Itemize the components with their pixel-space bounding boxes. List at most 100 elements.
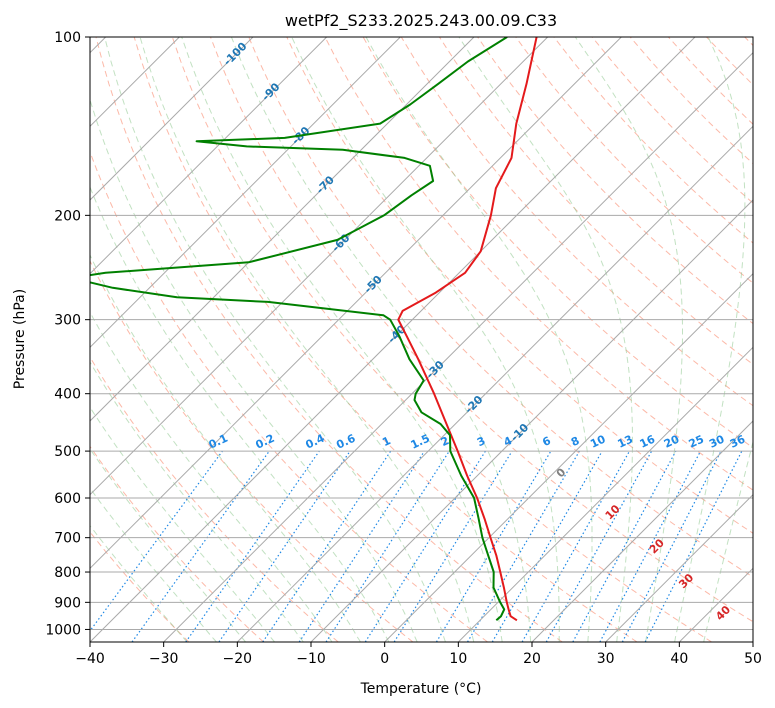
dry-adiabat <box>210 37 753 623</box>
mixing-ratio-label: 16 <box>638 432 658 450</box>
dewpoint-profile-line <box>90 37 508 622</box>
x-tick-label: −30 <box>149 651 179 667</box>
x-axis: −40 −30 −20 −10 0 10 20 30 40 50 <box>75 642 762 667</box>
dry-adiabat <box>90 356 339 642</box>
skewed-isotherm <box>384 272 753 642</box>
x-tick-label: −20 <box>223 651 253 667</box>
x-tick-label: −40 <box>75 651 105 667</box>
mixing-ratio-label: 10 <box>588 432 608 450</box>
dry-adiabat <box>90 445 264 642</box>
skewed-isotherm <box>457 346 753 642</box>
dry-adiabat <box>171 37 712 642</box>
skewed-isotherm <box>90 37 696 642</box>
dry-adiabat <box>553 37 753 244</box>
mixing-ratio-line <box>325 450 450 642</box>
skewed-isotherm <box>752 641 753 642</box>
moist-adiabat <box>574 37 683 642</box>
skewed-isotherm <box>90 37 254 201</box>
x-tick-label: 40 <box>670 651 688 667</box>
y-tick-label: 300 <box>54 313 81 329</box>
profile-lines <box>90 37 538 622</box>
mixing-ratio-line <box>466 450 580 642</box>
moist-adiabat <box>90 361 304 642</box>
y-tick-label: 400 <box>54 387 81 403</box>
mixing-ratio-label: 6 <box>540 434 553 449</box>
moist-adiabat <box>703 440 753 642</box>
dry-adiabat <box>324 37 753 491</box>
mixing-ratio-line <box>185 450 320 642</box>
x-tick-label: 30 <box>597 651 615 667</box>
dry-adiabat <box>706 37 753 86</box>
mixing-ratio-label: 13 <box>616 433 635 451</box>
mixing-ratio-label: 36 <box>728 432 748 450</box>
y-tick-label: 600 <box>54 491 81 507</box>
mixing-ratio-label: 30 <box>707 432 727 450</box>
y-tick-label: 900 <box>54 595 81 611</box>
moist-adiabat <box>230 37 532 642</box>
mixing-ratio-line <box>364 450 486 642</box>
skewed-isotherm <box>605 493 753 642</box>
mixing-ratio-line <box>491 450 603 642</box>
chart-title: wetPf2_S233.2025.243.00.09.C33 <box>285 11 557 31</box>
y-tick-label: 800 <box>54 565 81 581</box>
moist-adiabat <box>674 37 746 642</box>
mixing-ratio-label: 25 <box>687 433 706 451</box>
moist-adiabat-label: 40 <box>713 603 733 623</box>
moist-adiabat <box>291 37 560 642</box>
dry-adiabat <box>90 531 190 642</box>
dry-adiabat <box>438 37 753 366</box>
skewed-isotherm <box>236 125 753 642</box>
moist-adiabat <box>90 448 246 642</box>
skewed-isotherm <box>90 37 622 570</box>
x-axis-title: Temperature (°C) <box>360 681 482 697</box>
moist-adiabat-label: 10 <box>603 502 623 522</box>
y-tick-label: 100 <box>54 30 81 46</box>
moist-adiabat <box>90 487 217 642</box>
dry-adiabat <box>515 37 753 284</box>
skewed-isotherm <box>90 37 328 275</box>
moist-adiabat <box>139 37 475 642</box>
mixing-ratio-line <box>521 450 631 642</box>
dry-adiabat <box>668 37 753 125</box>
dry-adiabat <box>591 37 753 204</box>
moist-adiabat <box>458 37 633 642</box>
skewed-isotherm <box>310 199 753 642</box>
moist-adiabat <box>90 524 188 642</box>
y-tick-label: 1000 <box>45 622 81 638</box>
dry-adiabat <box>286 37 753 534</box>
dry-adiabat <box>133 37 638 642</box>
mixing-ratio-line <box>298 450 425 642</box>
y-axis-title: Pressure (hPa) <box>12 289 28 389</box>
moist-adiabat <box>181 37 503 642</box>
x-tick-label: −10 <box>296 651 326 667</box>
plot-frame <box>89 36 754 643</box>
moist-adiabat <box>90 98 418 642</box>
skewed-isotherm <box>90 37 549 496</box>
moist-adiabat <box>365 37 593 642</box>
mixing-ratio-label: 1.5 <box>409 432 432 452</box>
skewed-isotherm <box>90 37 475 422</box>
moist-adiabat <box>104 37 446 642</box>
mixing-ratio-label: 0.1 <box>207 432 230 452</box>
mixing-ratio-line <box>435 450 552 642</box>
skewed-isotherm <box>163 51 753 642</box>
y-tick-label: 700 <box>54 531 81 547</box>
skewed-isotherm <box>531 420 753 642</box>
moist-adiabat-label: 20 <box>647 536 667 556</box>
y-tick-label: 500 <box>54 444 81 460</box>
dry-adiabat <box>95 37 563 642</box>
mixing-ratio-label: 0.6 <box>334 431 357 451</box>
temperature-profile-line <box>397 37 538 622</box>
mixing-ratio-line <box>393 450 513 642</box>
dry-adiabat <box>744 37 753 47</box>
moist-adiabat <box>90 185 390 642</box>
x-tick-label: 20 <box>523 651 541 667</box>
x-tick-label: 10 <box>449 651 467 667</box>
moist-adiabat-label: 0 <box>554 465 569 480</box>
background-lines <box>90 37 753 642</box>
y-axis: 100 200 300 400 500 600 700 800 900 1000 <box>45 30 90 638</box>
dry-adiabat <box>90 259 414 642</box>
mixing-ratio-line <box>90 450 223 632</box>
dry-adiabat <box>248 37 753 578</box>
